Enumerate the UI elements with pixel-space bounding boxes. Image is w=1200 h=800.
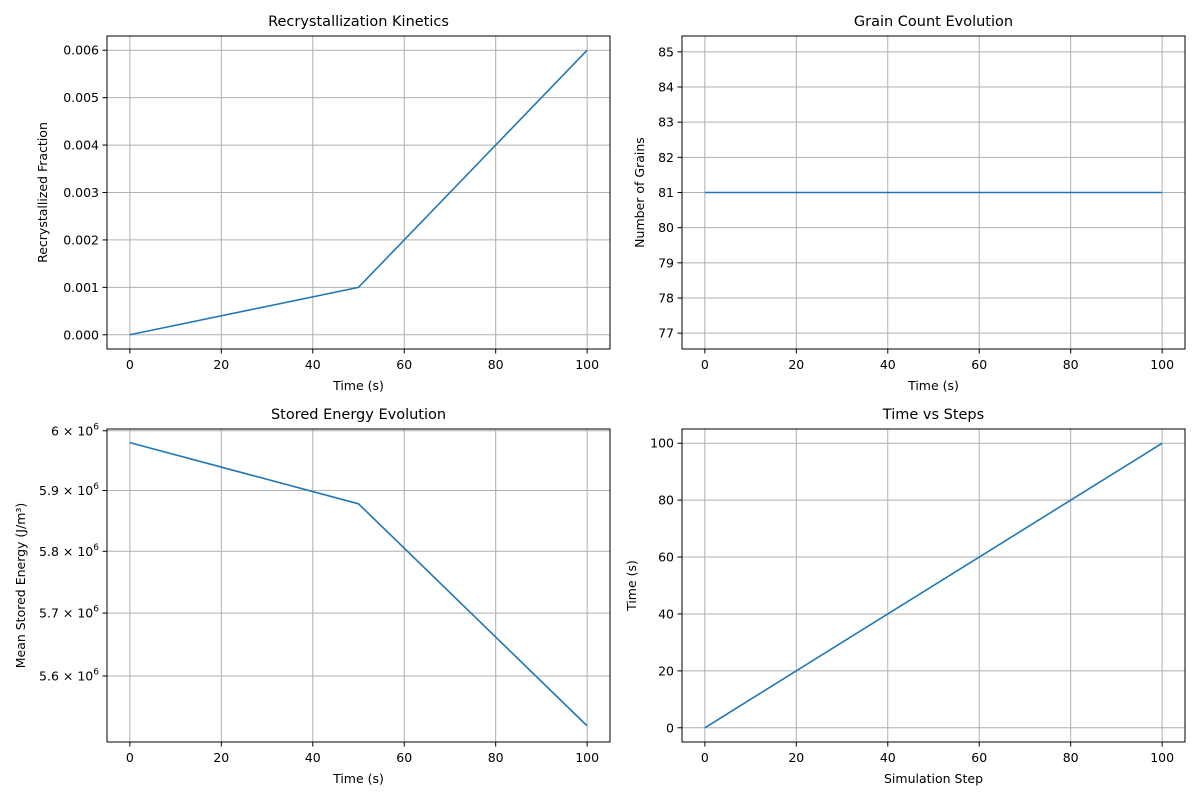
time-vs-steps-ytick-label-0: 0: [666, 720, 674, 735]
recrystallization-title: Recrystallization Kinetics: [268, 14, 449, 30]
recrystallization-ytick-label-1: 0.001: [63, 280, 99, 295]
stored-energy-ytick-label-3: 5.9 × 106: [39, 482, 99, 498]
stored-energy-ytick-label-1: 5.7 × 106: [39, 605, 99, 621]
stored-energy-ytick-label-2: 5.8 × 106: [39, 543, 99, 559]
grain-count-xtick-label-5: 100: [1150, 357, 1174, 372]
grain-count-ytick-label-8: 85: [658, 44, 674, 59]
time-vs-steps-title: Time vs Steps: [882, 407, 984, 423]
grain-count-ytick-label-3: 80: [658, 220, 674, 235]
grain-count-xtick-label-2: 40: [880, 357, 896, 372]
recrystallization-xtick-label-0: 0: [126, 357, 134, 372]
stored-energy-xtick-label-1: 20: [213, 750, 229, 765]
stored-energy-title: Stored Energy Evolution: [271, 407, 446, 423]
grain-count-xtick-label-3: 60: [971, 357, 987, 372]
recrystallization-ytick-label-3: 0.003: [63, 185, 99, 200]
stored-energy-series-line: [129, 441, 588, 727]
time-vs-steps-axes-frame: [681, 428, 1186, 743]
time-vs-steps-xtick-label-3: 60: [971, 750, 987, 765]
time-vs-steps-ytick-label-1: 20: [658, 663, 674, 678]
time-vs-steps-ytick-label-4: 80: [658, 493, 674, 508]
chart-stored-energy: 0 20 40 60 80 100 5.6 × 106 5.7 × 106 5.8 × 106 5…: [13, 407, 611, 786]
grain-count-ytick-label-2: 79: [658, 255, 674, 270]
time-vs-steps-xlabel: Simulation Step: [884, 771, 983, 786]
stored-energy-ylabel: Mean Stored Energy (J/m³): [13, 503, 28, 669]
time-vs-steps-xtick-label-1: 20: [788, 750, 804, 765]
stored-energy-xtick-label-0: 0: [126, 750, 134, 765]
time-vs-steps-ytick-label-2: 40: [658, 606, 674, 621]
stored-energy-ytick-label-0: 5.6 × 106: [39, 668, 99, 684]
time-vs-steps-xtick-label-0: 0: [701, 750, 709, 765]
stored-energy-xtick-label-4: 80: [488, 750, 504, 765]
stored-energy-ytick-label-4: 6 × 106: [51, 422, 99, 438]
recrystallization-ytick-label-0: 0.000: [63, 327, 99, 342]
recrystallization-ytick-label-2: 0.002: [63, 232, 99, 247]
stored-energy-xtick-label-3: 60: [396, 750, 412, 765]
recrystallization-xtick-label-5: 100: [575, 357, 599, 372]
recrystallization-xtick-label-3: 60: [396, 357, 412, 372]
chart-grain-count: 0 20 40 60 80 100 77 78 79 80 81 82 83 84 85 Grain Coun…: [632, 14, 1186, 393]
grain-count-ylabel: Number of Grains: [632, 137, 647, 248]
time-vs-steps-xtick-label-4: 80: [1063, 750, 1079, 765]
grain-count-ytick-label-4: 81: [658, 185, 674, 200]
recrystallization-ytick-label-5: 0.005: [63, 90, 99, 105]
recrystallization-ytick-label-6: 0.006: [63, 43, 99, 58]
grain-count-xlabel: Time (s): [907, 378, 959, 393]
grain-count-ytick-label-7: 84: [658, 79, 674, 94]
time-vs-steps-ytick-label-5: 100: [650, 436, 674, 451]
time-vs-steps-ylabel: Time (s): [624, 560, 639, 612]
stored-energy-xlabel: Time (s): [332, 771, 384, 786]
grain-count-ytick-label-5: 82: [658, 150, 674, 165]
grain-count-xtick-label-1: 20: [788, 357, 804, 372]
grain-count-ytick-label-1: 78: [658, 291, 674, 306]
stored-energy-xtick-label-2: 40: [305, 750, 321, 765]
stored-energy-xtick-label-5: 100: [575, 750, 599, 765]
time-vs-steps-series-line: [704, 442, 1163, 729]
chart-time-vs-steps: 0 20 40 60 80 100 0 20 40 60 80 100 Time vs Steps Sim…: [624, 407, 1186, 786]
grain-count-xtick-label-4: 80: [1063, 357, 1079, 372]
recrystallization-xtick-label-1: 20: [213, 357, 229, 372]
recrystallization-xlabel: Time (s): [332, 378, 384, 393]
chart-recrystallization: 0 20 40 60 80 100 0.000 0.001 0.002 0.003 0.004 0.0…: [35, 14, 611, 393]
time-vs-steps-ytick-label-3: 60: [658, 550, 674, 565]
time-vs-steps-xtick-label-5: 100: [1150, 750, 1174, 765]
recrystallization-series-line: [129, 49, 588, 336]
recrystallization-xtick-label-2: 40: [305, 357, 321, 372]
recrystallization-ylabel: Recrystallized Fraction: [35, 122, 50, 263]
recrystallization-ytick-label-4: 0.004: [63, 138, 99, 153]
stored-energy-axes-frame: [106, 428, 611, 743]
grain-count-ytick-label-6: 83: [658, 115, 674, 130]
time-vs-steps-xtick-label-2: 40: [880, 750, 896, 765]
grain-count-xtick-label-0: 0: [701, 357, 709, 372]
recrystallization-xtick-label-4: 80: [488, 357, 504, 372]
grain-count-ytick-label-0: 77: [658, 326, 674, 341]
grain-count-title: Grain Count Evolution: [854, 14, 1013, 30]
